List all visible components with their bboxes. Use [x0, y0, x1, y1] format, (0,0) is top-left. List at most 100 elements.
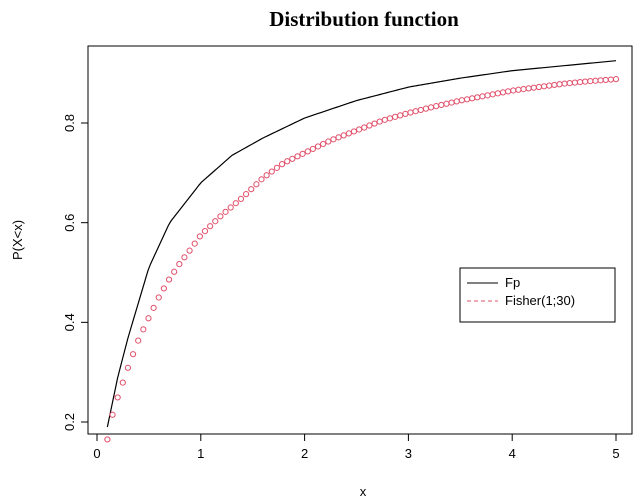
fisher-point	[232, 200, 239, 207]
series-points-fisher	[104, 76, 620, 443]
fisher-point	[294, 153, 301, 160]
fisher-point	[505, 88, 512, 95]
fisher-point	[207, 223, 214, 230]
fisher-point	[212, 218, 219, 225]
fisher-point	[412, 108, 419, 115]
y-tick-label: 0.4	[62, 313, 77, 331]
fisher-point	[407, 109, 414, 116]
fisher-point	[427, 104, 435, 111]
fisher-point	[597, 77, 604, 84]
legend-label: Fp	[505, 275, 520, 290]
fisher-point	[607, 76, 614, 83]
y-tick-label: 0.2	[62, 413, 77, 431]
x-axis-label: x	[360, 484, 367, 499]
fisher-point	[150, 304, 157, 311]
fisher-point	[350, 128, 358, 135]
fisher-point	[463, 96, 471, 103]
fisher-point	[453, 98, 460, 105]
fisher-point	[448, 99, 455, 106]
chart-title: Distribution function	[269, 7, 459, 31]
fisher-point	[469, 95, 476, 102]
fisher-point	[253, 181, 260, 188]
fisher-point	[191, 240, 198, 247]
fisher-point	[171, 268, 178, 275]
fisher-point	[356, 126, 363, 133]
legend: Fp Fisher(1;30)	[459, 267, 616, 323]
fisher-point	[612, 76, 620, 83]
x-tick-label: 1	[197, 446, 204, 461]
fisher-point	[361, 124, 368, 131]
fisher-point	[391, 113, 399, 120]
fisher-point	[535, 83, 543, 91]
fisher-point	[263, 172, 270, 179]
fisher-point	[576, 79, 584, 86]
y-axis-label: P(X<x)	[10, 220, 25, 260]
fisher-point	[284, 158, 291, 165]
fisher-point	[510, 87, 517, 94]
fisher-point	[278, 161, 286, 168]
fisher-point	[330, 136, 337, 143]
fisher-point	[248, 186, 255, 193]
fisher-point	[314, 143, 322, 150]
fisher-point	[571, 79, 579, 86]
fisher-point	[186, 247, 193, 254]
fisher-point	[602, 76, 609, 84]
fisher-point	[484, 92, 491, 99]
fisher-point	[196, 233, 203, 240]
fisher-point	[242, 191, 250, 198]
fisher-point	[217, 213, 224, 220]
fisher-point	[345, 130, 352, 137]
x-tick-label: 3	[405, 446, 412, 461]
series-line-fp	[106, 60, 617, 428]
fisher-point	[582, 78, 589, 85]
fisher-point	[340, 132, 347, 139]
fisher-point	[155, 294, 162, 301]
y-tick-label: 0.8	[62, 114, 77, 132]
fisher-point	[104, 436, 111, 443]
fisher-point	[520, 85, 527, 93]
fisher-point	[335, 134, 342, 141]
fisher-point	[201, 228, 209, 235]
x-tick-label: 4	[509, 446, 516, 461]
fisher-point	[140, 326, 147, 333]
fisher-point	[145, 315, 152, 322]
fisher-point	[114, 394, 121, 401]
fisher-point	[366, 122, 373, 129]
fisher-point	[273, 164, 281, 171]
fisher-point	[592, 77, 599, 84]
fisher-point	[540, 83, 548, 90]
fisher-point	[525, 85, 532, 92]
x-tick-label: 5	[612, 446, 619, 461]
fisher-point	[268, 168, 275, 175]
fisher-point	[129, 351, 137, 358]
fisher-point	[489, 91, 496, 98]
series-layer	[104, 60, 620, 443]
fisher-point	[237, 195, 245, 202]
fisher-point	[551, 81, 558, 89]
fisher-point	[181, 254, 188, 261]
fisher-point	[160, 285, 167, 292]
x-tick-label: 2	[301, 446, 308, 461]
fisher-point	[422, 105, 430, 112]
fisher-point	[417, 106, 424, 114]
fisher-point	[397, 112, 404, 119]
fisher-point	[561, 80, 568, 87]
fisher-point	[376, 118, 383, 125]
fisher-point	[433, 103, 440, 110]
legend-box	[459, 267, 616, 323]
fisher-point	[371, 120, 378, 127]
fisher-point	[515, 86, 522, 93]
fisher-point	[566, 79, 573, 87]
fisher-point	[124, 364, 132, 371]
plot-frame	[87, 45, 633, 435]
fisher-point	[325, 138, 332, 145]
fisher-point	[494, 90, 501, 97]
fisher-point	[530, 84, 537, 91]
fisher-point	[443, 100, 450, 107]
fisher-point	[304, 148, 311, 155]
legend-label: Fisher(1;30)	[505, 293, 575, 308]
fisher-point	[386, 115, 394, 122]
x-tick-label: 0	[93, 446, 100, 461]
fisher-point	[587, 78, 594, 85]
